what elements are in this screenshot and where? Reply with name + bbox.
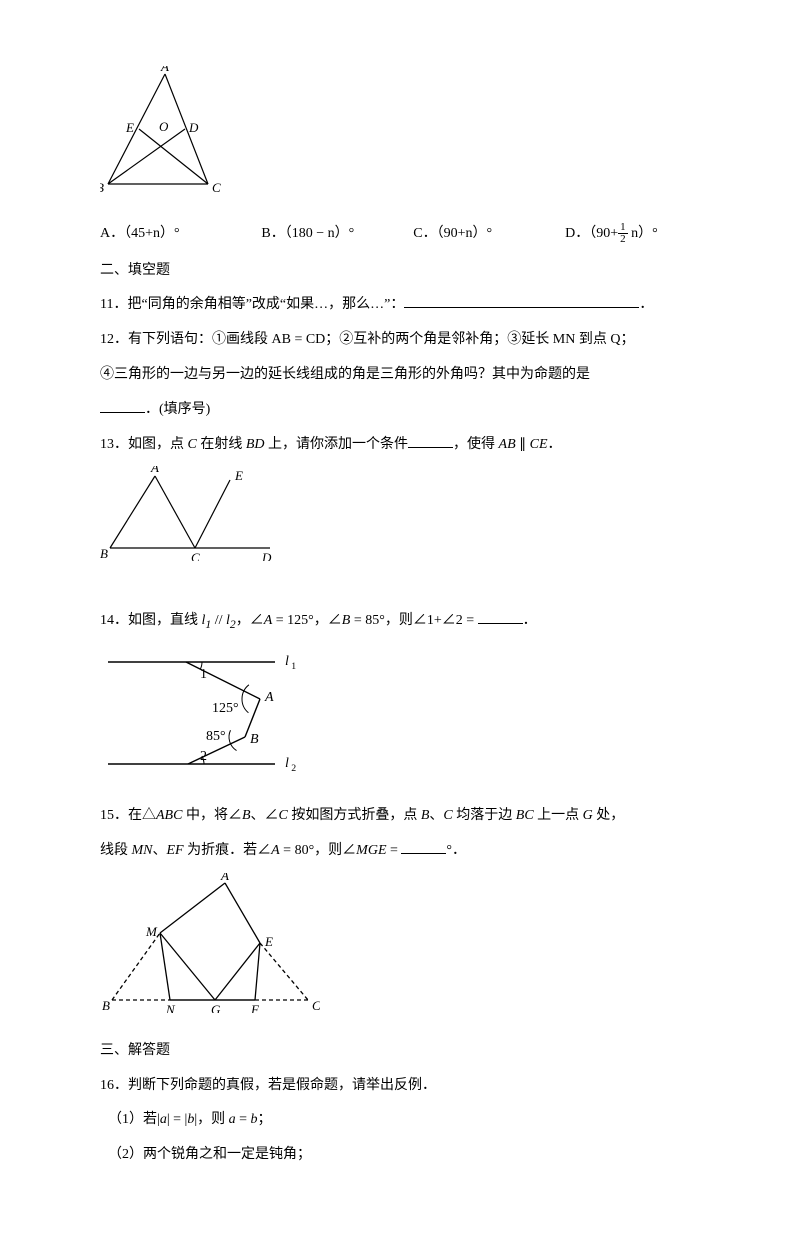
figure-q13: A B C D E: [100, 466, 698, 574]
svg-text:M: M: [145, 924, 158, 939]
svg-text:D: D: [188, 120, 199, 135]
svg-text:A: A: [264, 690, 274, 705]
q12-tail: ．(填序号): [145, 402, 210, 417]
figure-q10: A B C D E O: [100, 66, 698, 209]
q10-options: A．（45+n）° B．（180 − n）° C．（90+n）° D．（90+1…: [100, 219, 698, 250]
svg-text:E: E: [234, 468, 243, 483]
q15-blank: [401, 839, 446, 854]
svg-text:N: N: [165, 1002, 176, 1013]
q15-line2: 线段 MN、EF 为折痕．若∠A = 80°，则∠MGE = °．: [100, 836, 698, 867]
svg-text:C: C: [312, 998, 320, 1013]
q13-blank: [408, 433, 453, 448]
svg-text:C: C: [191, 550, 200, 561]
q16-1: （1）若|a| = |b|，则 a = b；: [100, 1105, 698, 1136]
svg-text:G: G: [211, 1002, 221, 1013]
svg-text:D: D: [261, 550, 272, 561]
q10-option-c: C．（90+n）°: [413, 219, 565, 250]
svg-text:A: A: [150, 466, 159, 475]
section-2-title: 二、填空题: [100, 256, 698, 287]
svg-text:C: C: [212, 180, 221, 195]
q16-2: （2）两个锐角之和一定是钝角；: [100, 1140, 698, 1171]
optD-suffix: n）°: [631, 226, 658, 241]
q12-line3: ．(填序号): [100, 395, 698, 426]
q11: 11．把“同角的余角相等”改成“如果…，那么…”： ．: [100, 290, 698, 321]
q12-line1: 12．有下列语句：①画线段 AB = CD；②互补的两个角是邻补角；③延长 MN…: [100, 325, 698, 356]
svg-text:O: O: [159, 119, 169, 134]
svg-text:125°: 125°: [212, 701, 239, 716]
svg-text:A: A: [160, 66, 169, 74]
q11-tail: ．: [639, 297, 653, 312]
q13: 13．如图，点 C 在射线 BD 上，请你添加一个条件，使得 AB ∥ CE．: [100, 430, 698, 461]
svg-text:E: E: [264, 934, 273, 949]
svg-text:2: 2: [291, 763, 296, 774]
section-3-title: 三、解答题: [100, 1036, 698, 1067]
figure-q15: A B C M E N G F: [100, 873, 698, 1026]
svg-text:B: B: [250, 732, 259, 747]
q10-option-a: A．（45+n）°: [100, 219, 261, 250]
svg-text:2: 2: [200, 749, 207, 764]
q11-blank: [404, 293, 639, 308]
svg-text:E: E: [125, 120, 134, 135]
svg-text:1: 1: [200, 667, 207, 682]
svg-text:B: B: [100, 180, 104, 195]
svg-text:l: l: [285, 756, 289, 771]
svg-text:1: 1: [291, 661, 296, 672]
svg-text:F: F: [250, 1002, 260, 1013]
svg-text:85°: 85°: [206, 729, 226, 744]
q12-blank: [100, 398, 145, 413]
q12-line2: ④三角形的一边与另一边的延长线组成的角是三角形的外角吗？其中为命题的是: [100, 360, 698, 391]
svg-text:A: A: [220, 873, 229, 883]
q10-option-d: D．（90+12 n）°: [565, 219, 698, 250]
q15-line1: 15．在△ABC 中，将∠B、∠C 按如图方式折叠，点 B、C 均落于边 BC …: [100, 801, 698, 832]
svg-text:B: B: [100, 546, 108, 561]
q16: 16．判断下列命题的真假，若是假命题，请举出反例．: [100, 1071, 698, 1102]
fraction-half: 12: [618, 222, 628, 245]
figure-q14: l1l212125°85°AB: [100, 644, 698, 792]
q11-text: 11．把“同角的余角相等”改成“如果…，那么…”：: [100, 297, 404, 312]
q14: 14．如图，直线 l1 // l2，∠A = 125°，∠B = 85°，则∠1…: [100, 606, 698, 637]
q10-option-b: B．（180 − n）°: [261, 219, 413, 250]
svg-text:B: B: [102, 998, 110, 1013]
optD-prefix: D．（90+: [565, 226, 618, 241]
svg-text:l: l: [285, 654, 289, 669]
q14-blank: [478, 609, 523, 624]
